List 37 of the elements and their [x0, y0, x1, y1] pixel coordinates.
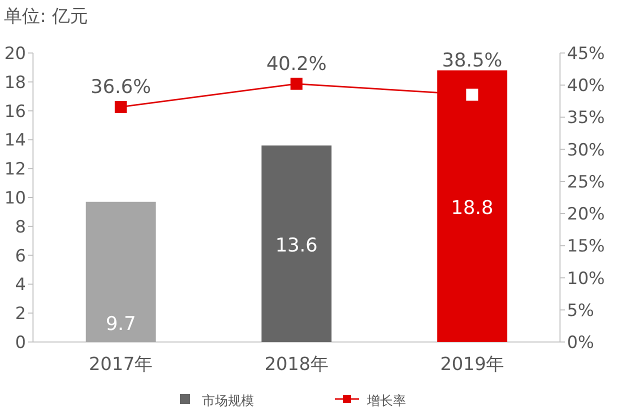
data-label: 18.8 — [451, 197, 494, 220]
y-tick-label: 12 — [4, 160, 26, 180]
y2-tick-label: 45% — [567, 44, 605, 64]
y2-tick-label: 20% — [567, 204, 605, 225]
data-label: 9.7 — [106, 312, 136, 335]
y2-tick-label: 15% — [567, 236, 605, 257]
y2-tick-label: 35% — [567, 108, 605, 128]
y-tick-label: 4 — [15, 275, 26, 296]
y2-tick-label: 25% — [567, 172, 605, 192]
y-tick-label: 6 — [15, 246, 26, 266]
y2-tick-label: 5% — [567, 300, 594, 321]
y-tick-label: 20 — [4, 44, 26, 64]
bar — [86, 202, 156, 342]
legend-label: 市场规模 — [202, 394, 254, 409]
text: 单位: 亿元 — [4, 6, 88, 27]
data-label: 36.6% — [90, 76, 152, 98]
y2-tick-label: 10% — [567, 268, 605, 289]
x-tick-label: 2017年 — [88, 354, 153, 375]
x-tick-label: 2019年 — [440, 354, 504, 375]
data-label: 38.5% — [442, 49, 502, 72]
legend-label: 增长率 — [366, 393, 406, 409]
y-tick-label: 10 — [4, 188, 26, 208]
y-tick-label: 0 — [15, 333, 26, 353]
point — [114, 100, 127, 113]
y2-tick-label: 30% — [567, 140, 605, 160]
data-label: 40.2% — [266, 52, 327, 75]
x-tick-label: 2018年 — [264, 354, 328, 375]
y2-tick-label: 40% — [567, 76, 605, 96]
y-tick-label: 14 — [4, 130, 26, 151]
bar — [262, 145, 332, 342]
y2-tick-label: 0% — [567, 333, 594, 353]
data-label: 13.6 — [275, 234, 318, 257]
y-tick-label: 16 — [4, 102, 26, 122]
y-tick-label: 8 — [15, 217, 26, 238]
y-tick-label: 2 — [15, 304, 26, 324]
point — [290, 78, 302, 90]
y-tick-label: 18 — [4, 72, 26, 93]
